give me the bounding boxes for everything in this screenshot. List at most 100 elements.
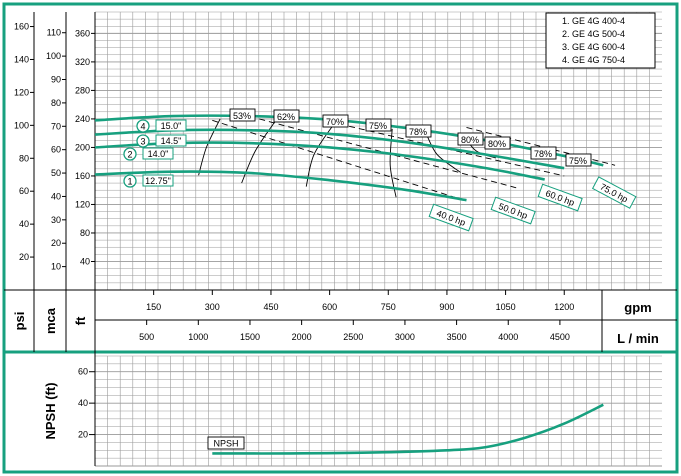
legend-item-1: 1. GE 4G 400-4 <box>562 16 625 26</box>
gpm-tick-label: 150 <box>146 302 161 312</box>
efficiency-label: 78% <box>409 127 427 137</box>
mca-tick-label: 110 <box>47 28 61 38</box>
ft-tick-label: 280 <box>75 85 90 95</box>
psi-tick-label: 60 <box>19 186 29 196</box>
efficiency-curve <box>389 128 397 198</box>
head-curve-1 <box>94 170 467 202</box>
power-label-box <box>537 183 583 212</box>
legend-box <box>545 12 656 69</box>
impeller-label-box <box>142 147 174 160</box>
efficiency-label-box <box>322 114 349 128</box>
efficiency-label-box <box>365 118 392 132</box>
lmin-tick-label: 2500 <box>343 332 363 342</box>
psi-axis-title: psi <box>12 312 27 331</box>
psi-tick-label: 160 <box>14 22 29 32</box>
curve-number-label: 2 <box>127 150 132 160</box>
impeller-label: 14.0" <box>148 149 169 159</box>
gpm-tick-label: 450 <box>263 302 278 312</box>
lmin-tick-label: 4000 <box>498 332 518 342</box>
impeller-label: 12.75" <box>145 176 171 186</box>
gpm-tick-label: 1050 <box>496 302 516 312</box>
npsh-tick-label: 60 <box>78 367 88 377</box>
efficiency-label-box <box>484 136 511 150</box>
mca-tick-label: 40 <box>51 191 61 201</box>
npsh-axis-title: NPSH (ft) <box>43 382 58 439</box>
power-label-box <box>428 203 474 232</box>
ft-axis-title: ft <box>73 316 88 325</box>
mca-tick-label: 30 <box>51 215 61 225</box>
gpm-tick-label: 1200 <box>554 302 574 312</box>
ft-tick-label: 240 <box>75 114 90 124</box>
psi-tick-label: 120 <box>14 87 29 97</box>
efficiency-label: 62% <box>277 112 295 122</box>
npsh-label-box <box>207 436 245 450</box>
curve-number-circle <box>136 134 150 148</box>
legend-item-2: 2. GE 4G 500-4 <box>562 29 625 39</box>
lmin-tick-label: 1000 <box>188 332 208 342</box>
npsh-tick-label: 20 <box>78 430 88 440</box>
curve-number-circle <box>136 119 150 133</box>
ft-tick-label: 200 <box>75 142 90 152</box>
curve-number-label: 4 <box>140 122 145 132</box>
efficiency-label: 75% <box>369 121 387 131</box>
npsh-grid <box>94 355 662 467</box>
impeller-label-box <box>155 119 187 132</box>
lmin-tick-label: 500 <box>139 332 154 342</box>
curve-number-label: 3 <box>140 137 145 147</box>
curve-number-circle <box>123 174 137 188</box>
impeller-label-box <box>142 174 174 187</box>
efficiency-label: 75% <box>569 156 587 166</box>
legend: 1. GE 4G 400-4 2. GE 4G 500-4 3. GE 4G 6… <box>545 12 656 69</box>
efficiency-label-box <box>565 153 592 167</box>
efficiency-label-box <box>530 146 557 160</box>
ft-tick-label: 160 <box>75 171 90 181</box>
impeller-label: 14.5" <box>161 136 182 146</box>
npsh-curve <box>212 403 604 455</box>
mca-tick-label: 90 <box>51 75 61 85</box>
ft-tick-label: 320 <box>75 57 90 67</box>
gpm-tick-label: 750 <box>381 302 396 312</box>
legend-item-4: 4. GE 4G 750-4 <box>562 55 625 65</box>
gpm-tick-label: 600 <box>322 302 337 312</box>
efficiency-label-box <box>405 124 432 138</box>
efficiency-label: 80% <box>461 135 479 145</box>
power-label-box <box>490 196 536 225</box>
axis-ticks: 1601401201008060402011010090807060504030… <box>14 22 574 440</box>
psi-tick-label: 140 <box>14 54 29 64</box>
ft-tick-label: 360 <box>75 28 90 38</box>
mca-tick-label: 80 <box>51 98 61 108</box>
power-line <box>212 119 455 198</box>
impeller-label: 15.0" <box>161 121 182 131</box>
efficiency-label: 80% <box>488 139 506 149</box>
lmin-tick-label: 3000 <box>395 332 415 342</box>
efficiency-label: 53% <box>233 111 251 121</box>
ft-tick-label: 80 <box>80 228 90 238</box>
lmin-tick-label: 2000 <box>292 332 312 342</box>
psi-tick-label: 40 <box>19 219 29 229</box>
efficiency-label: 78% <box>534 149 552 159</box>
mca-tick-label: 100 <box>46 51 61 61</box>
mca-tick-label: 60 <box>51 145 61 155</box>
efficiency-curve <box>241 121 276 184</box>
ft-tick-label: 40 <box>80 256 90 266</box>
gpm-axis-title: gpm <box>624 300 651 315</box>
lmin-tick-label: 3500 <box>447 332 467 342</box>
power-line <box>466 127 616 166</box>
curve-number-label: 1 <box>127 177 132 187</box>
psi-tick-label: 80 <box>19 153 29 163</box>
lmin-tick-label: 4500 <box>550 332 570 342</box>
npsh-label: NPSH <box>213 439 238 449</box>
efficiency-label: 70% <box>326 117 344 127</box>
power-label-box <box>591 176 637 209</box>
mca-tick-label: 20 <box>51 238 61 248</box>
mca-tick-label: 10 <box>51 262 61 272</box>
psi-tick-label: 20 <box>19 252 29 262</box>
impeller-label-box <box>155 134 187 147</box>
efficiency-label-box <box>229 108 256 122</box>
ft-tick-label: 120 <box>75 199 90 209</box>
legend-item-3: 3. GE 4G 600-4 <box>562 42 625 52</box>
gpm-tick-label: 900 <box>439 302 454 312</box>
mca-axis-title: mca <box>43 307 58 334</box>
